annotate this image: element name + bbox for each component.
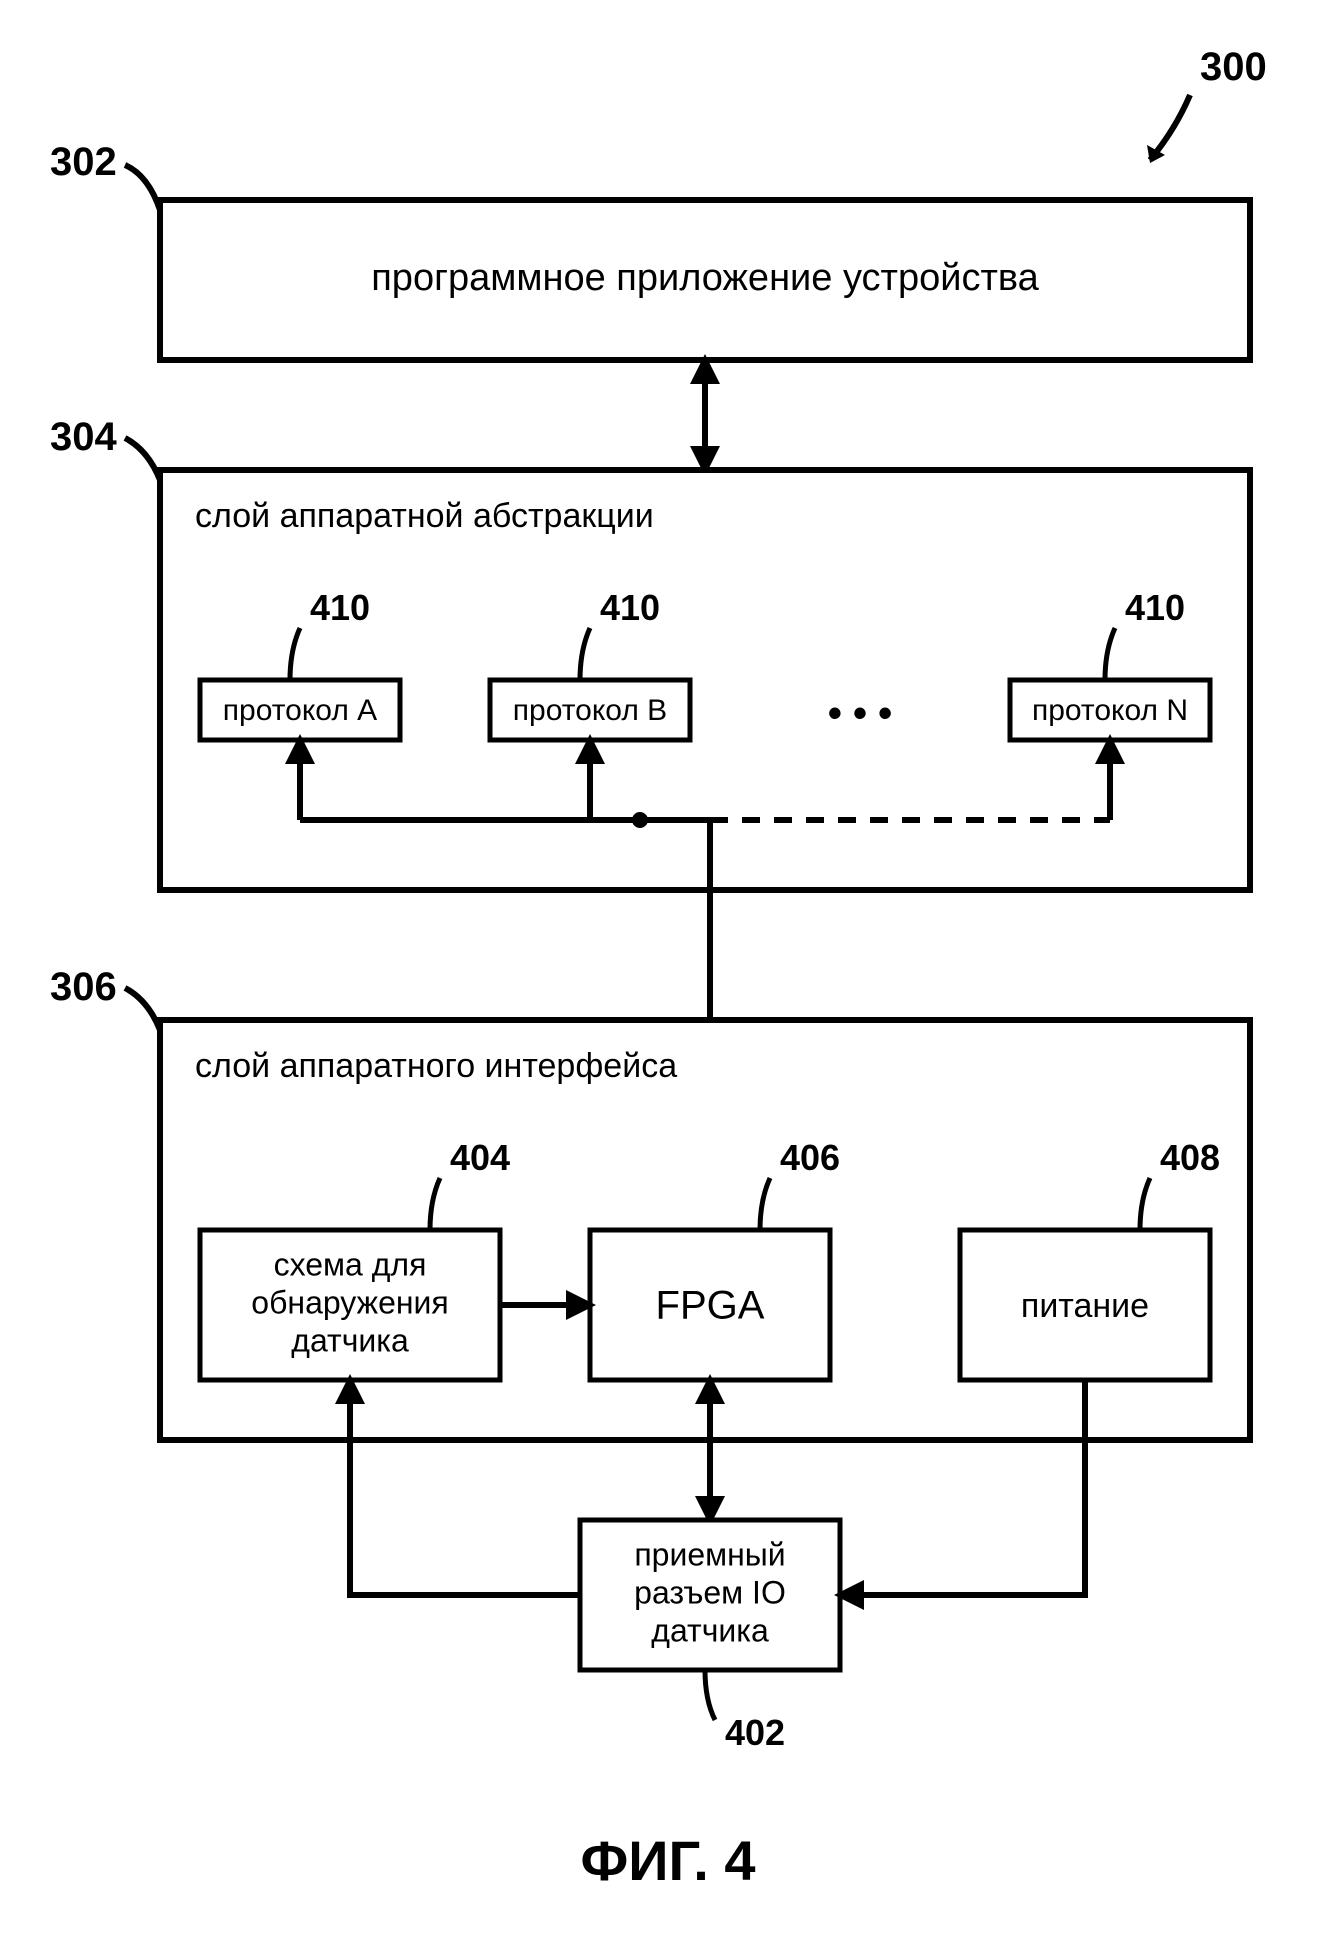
leader-402 <box>705 1670 715 1720</box>
block-diagram: 300 302 программное приложение устройств… <box>0 0 1337 1948</box>
block-402-line2: разъем IO <box>634 1574 786 1610</box>
ref-410a: 410 <box>310 587 370 628</box>
block-306-title: слой аппаратного интерфейса <box>195 1047 677 1085</box>
ref-406: 406 <box>780 1137 840 1178</box>
leader-306 <box>125 988 160 1030</box>
block-404-line1: схема для <box>274 1246 427 1282</box>
block-408-label: питание <box>1021 1287 1149 1325</box>
block-proto-b-label: протокол B <box>513 694 667 727</box>
block-404-line2: обнаружения <box>251 1284 448 1320</box>
block-304-title: слой аппаратной абстракции <box>195 497 654 535</box>
block-proto-a-label: протокол A <box>223 694 377 727</box>
ref-306: 306 <box>50 965 117 1009</box>
ref-408: 408 <box>1160 1137 1220 1178</box>
ellipsis: • • • <box>828 692 892 736</box>
ref-410c: 410 <box>1125 587 1185 628</box>
block-proto-n-label: протокол N <box>1032 694 1188 727</box>
ref-410b: 410 <box>600 587 660 628</box>
ref-404: 404 <box>450 1137 510 1178</box>
block-302-label: программное приложение устройства <box>371 257 1039 299</box>
ref-302: 302 <box>50 140 117 184</box>
block-402-line3: датчика <box>651 1612 769 1648</box>
block-404-line3: датчика <box>291 1322 409 1358</box>
block-406-label: FPGA <box>656 1284 765 1328</box>
leader-302 <box>125 165 160 210</box>
ref-402: 402 <box>725 1712 785 1753</box>
ref-300: 300 <box>1200 45 1267 89</box>
figure-caption: ФИГ. 4 <box>580 1829 755 1892</box>
leader-304 <box>125 438 160 480</box>
bus-junction <box>632 812 648 828</box>
block-402-line1: приемный <box>634 1536 785 1572</box>
ref-304: 304 <box>50 415 117 459</box>
